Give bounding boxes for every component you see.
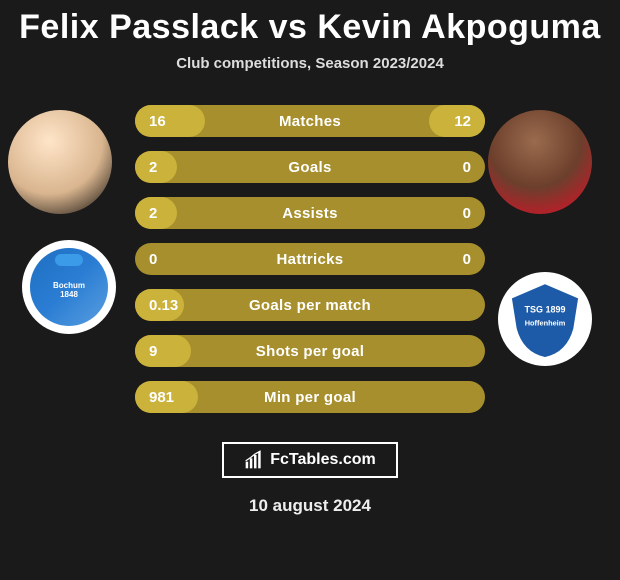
stat-value-right: 0 (463, 251, 471, 268)
stat-label: Matches (135, 113, 485, 130)
club-left-year: 1848 (60, 290, 78, 299)
club-left-logo: Bochum 1848 (22, 240, 116, 334)
svg-text:TSG 1899: TSG 1899 (524, 304, 565, 314)
stat-row: 981Min per goal (135, 381, 485, 413)
date-text: 10 august 2024 (0, 496, 620, 516)
stat-row: 2Assists0 (135, 197, 485, 229)
club-right-logo: TSG 1899 Hoffenheim (498, 272, 592, 366)
page-title: Felix Passlack vs Kevin Akpoguma (0, 0, 620, 47)
stat-label: Shots per goal (135, 343, 485, 360)
stat-value-right: 0 (463, 205, 471, 222)
club-left-name: Bochum (53, 281, 85, 290)
stat-label: Goals per match (135, 297, 485, 314)
player-left-avatar (8, 110, 112, 214)
stat-label: Hattricks (135, 251, 485, 268)
shield-icon: TSG 1899 Hoffenheim (504, 278, 586, 360)
stat-label: Assists (135, 205, 485, 222)
stat-row: 2Goals0 (135, 151, 485, 183)
stat-row: 9Shots per goal (135, 335, 485, 367)
stat-row: 0.13Goals per match (135, 289, 485, 321)
stats-container: 16Matches122Goals02Assists00Hattricks00.… (135, 105, 485, 427)
branding-box: FcTables.com (222, 442, 398, 478)
stat-label: Goals (135, 159, 485, 176)
stat-row: 0Hattricks0 (135, 243, 485, 275)
branding-text: FcTables.com (270, 451, 376, 469)
svg-text:Hoffenheim: Hoffenheim (525, 319, 566, 328)
subtitle: Club competitions, Season 2023/2024 (0, 55, 620, 72)
stat-value-right: 0 (463, 159, 471, 176)
stat-value-right: 12 (454, 113, 471, 130)
stat-row: 16Matches12 (135, 105, 485, 137)
chart-icon (244, 450, 264, 470)
player-right-avatar (488, 110, 592, 214)
comparison-area: Bochum 1848 TSG 1899 Hoffenheim 16Matche… (0, 100, 620, 430)
stat-label: Min per goal (135, 389, 485, 406)
